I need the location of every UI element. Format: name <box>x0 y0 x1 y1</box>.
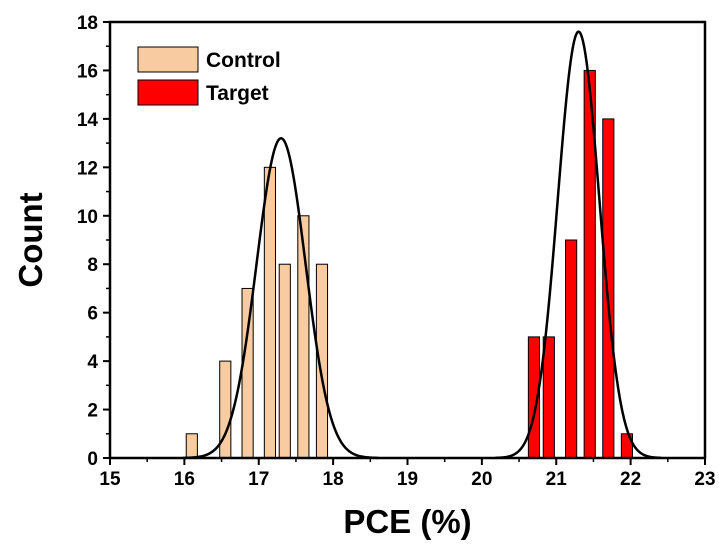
y-axis-title: Count <box>12 192 49 287</box>
y-tick-label: 10 <box>77 207 98 228</box>
legend: Control Target <box>137 46 281 106</box>
y-tick-label: 4 <box>87 352 98 373</box>
bar-control-1 <box>185 433 198 459</box>
bar-control-4 <box>263 166 276 459</box>
x-tick-label: 23 <box>694 469 715 490</box>
ticks-layer: 15 16 17 18 19 20 21 22 23 0 2 4 6 8 10 12 14 16 18 <box>77 13 716 490</box>
fit-curve-target <box>495 30 662 460</box>
legend-swatch-control <box>137 46 199 73</box>
bar-control-5 <box>278 263 291 459</box>
fit-curve-control <box>182 136 379 460</box>
y-tick-label: 0 <box>87 449 98 470</box>
plot-frame <box>108 20 707 460</box>
bar-target-5 <box>602 118 615 459</box>
x-tick-label: 15 <box>99 469 121 490</box>
x-tick-label: 20 <box>471 469 492 490</box>
y-tick-label: 12 <box>77 158 98 179</box>
legend-label-control: Control <box>206 49 281 72</box>
y-tick-label: 8 <box>87 255 98 276</box>
bar-control-3 <box>241 287 254 459</box>
x-tick-label: 22 <box>620 469 641 490</box>
x-axis-title: PCE (%) <box>343 503 471 540</box>
x-tick-label: 19 <box>397 469 418 490</box>
x-tick-label: 18 <box>323 469 344 490</box>
x-tick-label: 21 <box>546 469 568 490</box>
x-tick-label: 16 <box>174 469 195 490</box>
y-tick-label: 2 <box>87 401 98 422</box>
y-tick-label: 6 <box>87 304 98 325</box>
legend-swatch-target <box>137 79 199 106</box>
bar-target-3 <box>565 239 578 459</box>
y-tick-label: 16 <box>77 61 98 82</box>
y-tick-label: 14 <box>77 110 99 131</box>
bar-target-2 <box>542 336 555 459</box>
x-tick-label: 17 <box>248 469 269 490</box>
fit-curves-layer <box>182 30 662 460</box>
legend-label-target: Target <box>206 82 269 105</box>
y-tick-label: 18 <box>77 13 98 34</box>
bars-layer <box>185 69 633 459</box>
